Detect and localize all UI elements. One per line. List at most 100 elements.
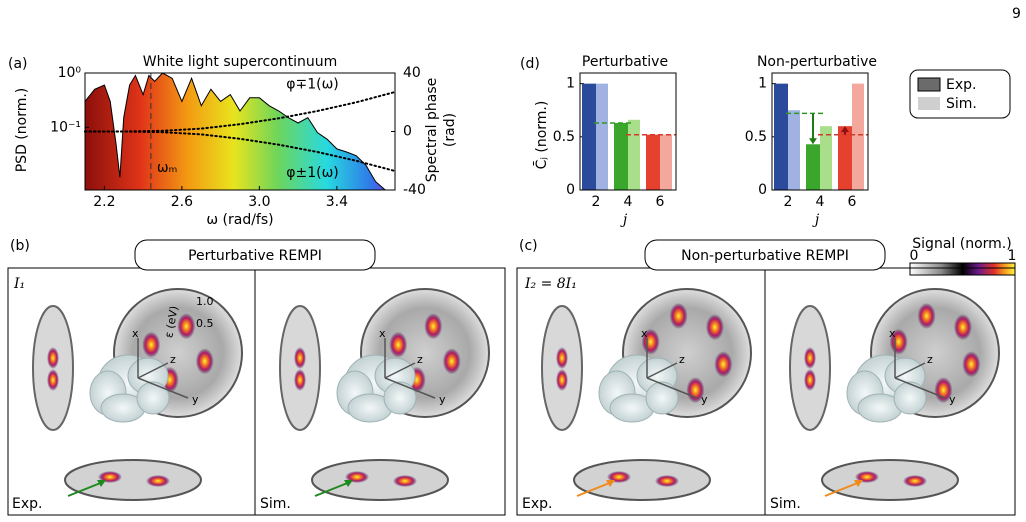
blob [655,475,679,487]
y2-tick-label: 0 [403,124,412,140]
bar [820,126,832,190]
intensity-label: I₁ [13,276,25,292]
blob [804,347,816,369]
colorbar-tick: 0 [910,248,919,264]
pointer-arrowhead [344,480,353,487]
blob [556,369,568,391]
pointer-arrow [314,481,351,497]
axis-label: z [417,353,423,366]
blob [903,475,927,487]
change-arrowhead [841,126,849,133]
x-axis-label: j [620,212,628,228]
blob [294,347,306,369]
image-label: Sim. [770,496,801,512]
panel-label: (a) [8,56,28,72]
colorbar-title: Signal (norm.) [912,236,1011,252]
panel-label: (c) [519,238,538,254]
image-label: Sim. [260,496,291,512]
blob [953,314,972,341]
bar [806,144,820,190]
axis-label: z [927,353,933,366]
axis-label: x [379,327,386,340]
bar [852,83,864,190]
y-tick-label: 0 [566,182,575,198]
axis-label: x [132,327,139,340]
panel-label: (b) [10,238,30,254]
colorbar [909,262,1016,276]
energy-tick: 0.5 [196,317,214,330]
axis-label: x [641,327,648,340]
y-tick-label: 0.5 [553,129,575,145]
plot-frame [579,72,677,191]
axis-label: y [949,393,956,406]
bar [596,83,608,190]
page-number: 9 [1012,6,1021,22]
energy-axis-label: ε (eV) [162,305,180,339]
legend-swatch [918,97,940,110]
blob [556,347,568,369]
x-tick-label: 2.2 [93,194,115,210]
blob [641,328,660,355]
pointer-arrow [824,481,861,497]
plot-frame [771,72,869,191]
isosurface [136,381,170,415]
axis-label: y [439,393,446,406]
blob [195,348,214,375]
detector-bottom [64,459,202,501]
colorbar-tick: 1 [1008,248,1017,264]
y2-axis-label: Spectral phase [424,78,440,183]
y-axis-label: PSD (norm.) [14,88,30,173]
axis-arrow [646,377,698,399]
phase-label: φ±1(ω) [286,165,339,181]
axis-arrow [137,362,169,379]
blob [142,331,161,358]
y-tick-label: 0.5 [745,129,767,145]
pointer-arrowhead [606,480,615,487]
axis-arrow [137,377,189,399]
x-tick-label: 4 [816,194,825,210]
phase-line [84,130,396,172]
images: x y z x y z x y z x y z [32,288,1000,501]
legend-swatch [917,77,941,92]
legend-label: Sim. [946,96,977,112]
x-tick-label: 6 [848,194,857,210]
bar [614,122,628,190]
isosurface [383,381,417,415]
change-arrowhead [809,138,817,145]
blob [47,347,59,369]
bar [646,134,660,190]
isosurface [645,381,679,415]
axis-arrow [894,377,946,399]
blob [294,369,306,391]
x-tick-label: 2.6 [171,194,193,210]
pointer-arrowhead [854,480,863,487]
x-tick-label: 2 [592,194,601,210]
legend: Exp. Sim. [909,69,1011,119]
bar [838,126,852,190]
bar [628,119,640,190]
blob [804,369,816,391]
image-label: Exp. [12,496,42,512]
blob [705,314,724,341]
blob [424,313,443,340]
bar [774,83,788,190]
axis-label: z [170,353,176,366]
intensity-label: I₂ = 8I₁ [524,276,577,292]
blob [146,475,170,487]
axis-arrow [894,362,926,379]
detector-bottom [821,459,959,501]
x-tick-label: 3.4 [326,194,348,210]
panel-tab [644,239,886,271]
blob [389,331,408,358]
pointer-arrow [67,481,104,497]
spectrum-line [84,72,386,191]
pointer-arrowhead [97,480,106,487]
x-tick-label: 2 [784,194,793,210]
blob [934,377,953,404]
axis-label: z [679,353,685,366]
axis-label: y [192,393,199,406]
blob [714,351,733,378]
x-axis-label: ω (rad/fs) [206,212,273,228]
chart-title: White light supercontinuum [143,54,338,70]
